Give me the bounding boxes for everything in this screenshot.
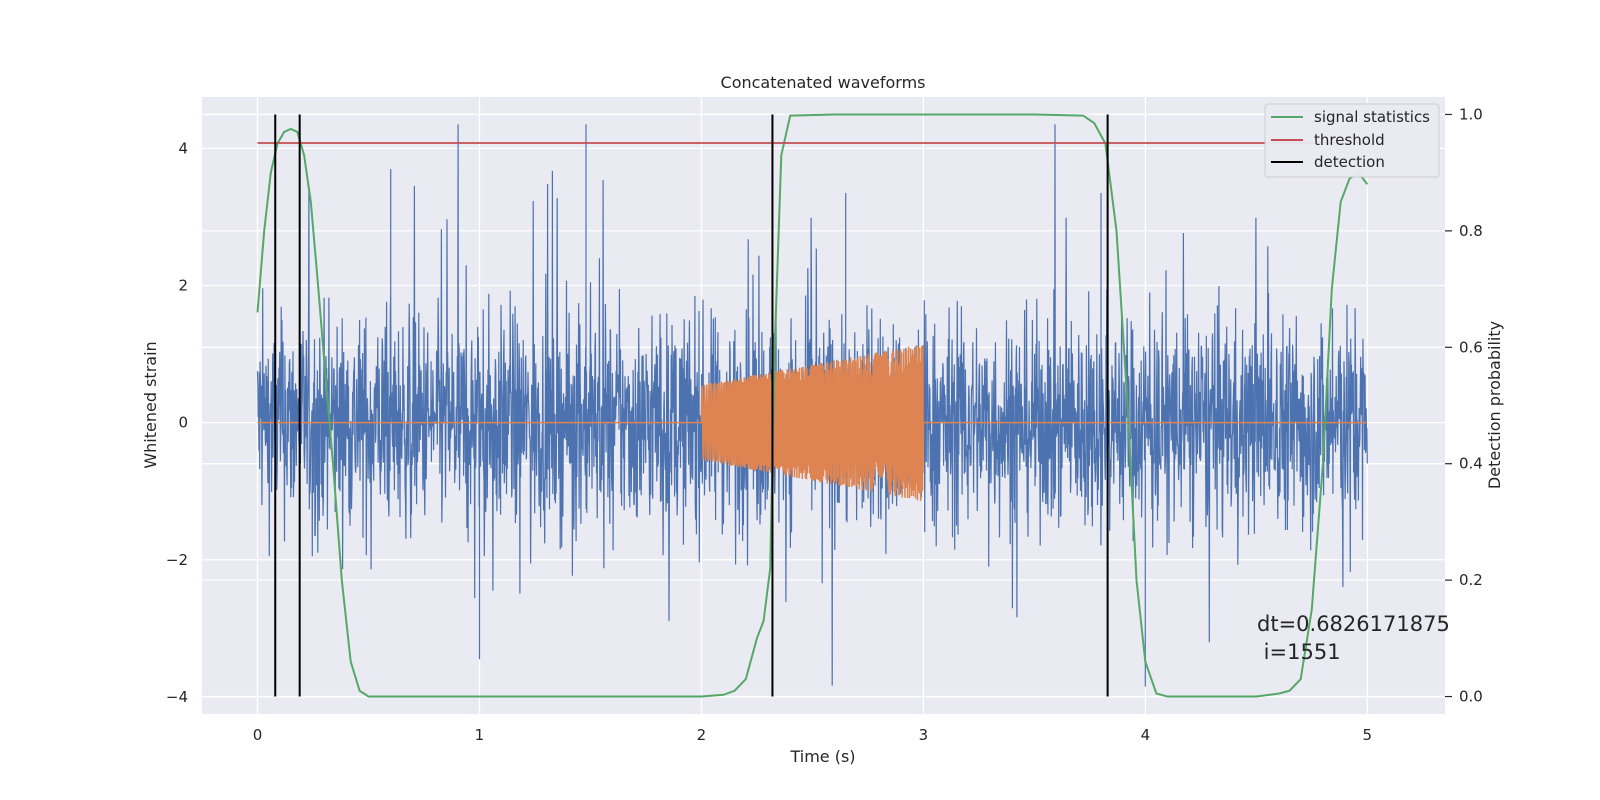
y-tick-label: −2 xyxy=(166,551,188,569)
y2-tick-label: 0.6 xyxy=(1459,338,1483,356)
y-tick-label: 4 xyxy=(178,139,188,157)
x-tick-label: 2 xyxy=(697,726,707,744)
legend-box xyxy=(1264,103,1440,178)
x-tick-label: 3 xyxy=(919,726,929,744)
x-tick-label: 1 xyxy=(475,726,485,744)
chart-title: Concatenated waveforms xyxy=(721,73,926,92)
injection-line xyxy=(257,344,1368,501)
y2-tick-label: 0.8 xyxy=(1459,222,1483,240)
y-tick-label: 2 xyxy=(178,277,188,295)
annotation-index: i=1551 xyxy=(1257,640,1341,664)
legend-label-detection: detection xyxy=(1314,153,1385,171)
y2-tick-label: 1.0 xyxy=(1459,105,1483,123)
legend-label-threshold: threshold xyxy=(1314,131,1385,149)
x-tick-label: 5 xyxy=(1363,726,1373,744)
signal-statistics-line xyxy=(256,113,1369,698)
annotation-dt: dt=0.6826171875 xyxy=(1257,612,1450,636)
y-tick-label: −4 xyxy=(166,688,188,706)
x-tick-label: 0 xyxy=(253,726,263,744)
y-axis-label: Whitened strain xyxy=(141,341,160,468)
y-tick-label: 0 xyxy=(178,414,188,432)
y2-tick-label: 0.0 xyxy=(1459,688,1483,706)
y2-axis-label: Detection probability xyxy=(1485,321,1504,489)
signal-statistics-series xyxy=(256,113,1369,698)
x-axis-label: Time (s) xyxy=(789,747,855,766)
y2-tick-label: 0.2 xyxy=(1459,571,1483,589)
legend-label-signal-statistics: signal statistics xyxy=(1314,108,1430,126)
y2-tick-label: 0.4 xyxy=(1459,455,1483,473)
legend: signal statistics threshold detection xyxy=(1264,103,1440,178)
detection-series xyxy=(274,114,1109,697)
x-tick-label: 4 xyxy=(1141,726,1151,744)
injection-series xyxy=(257,344,1368,501)
tick-labels: 0 1 2 3 4 5 −4 −2 0 2 4 0.0 0.2 0.4 0.6 0.8 1.0 xyxy=(166,105,1483,744)
